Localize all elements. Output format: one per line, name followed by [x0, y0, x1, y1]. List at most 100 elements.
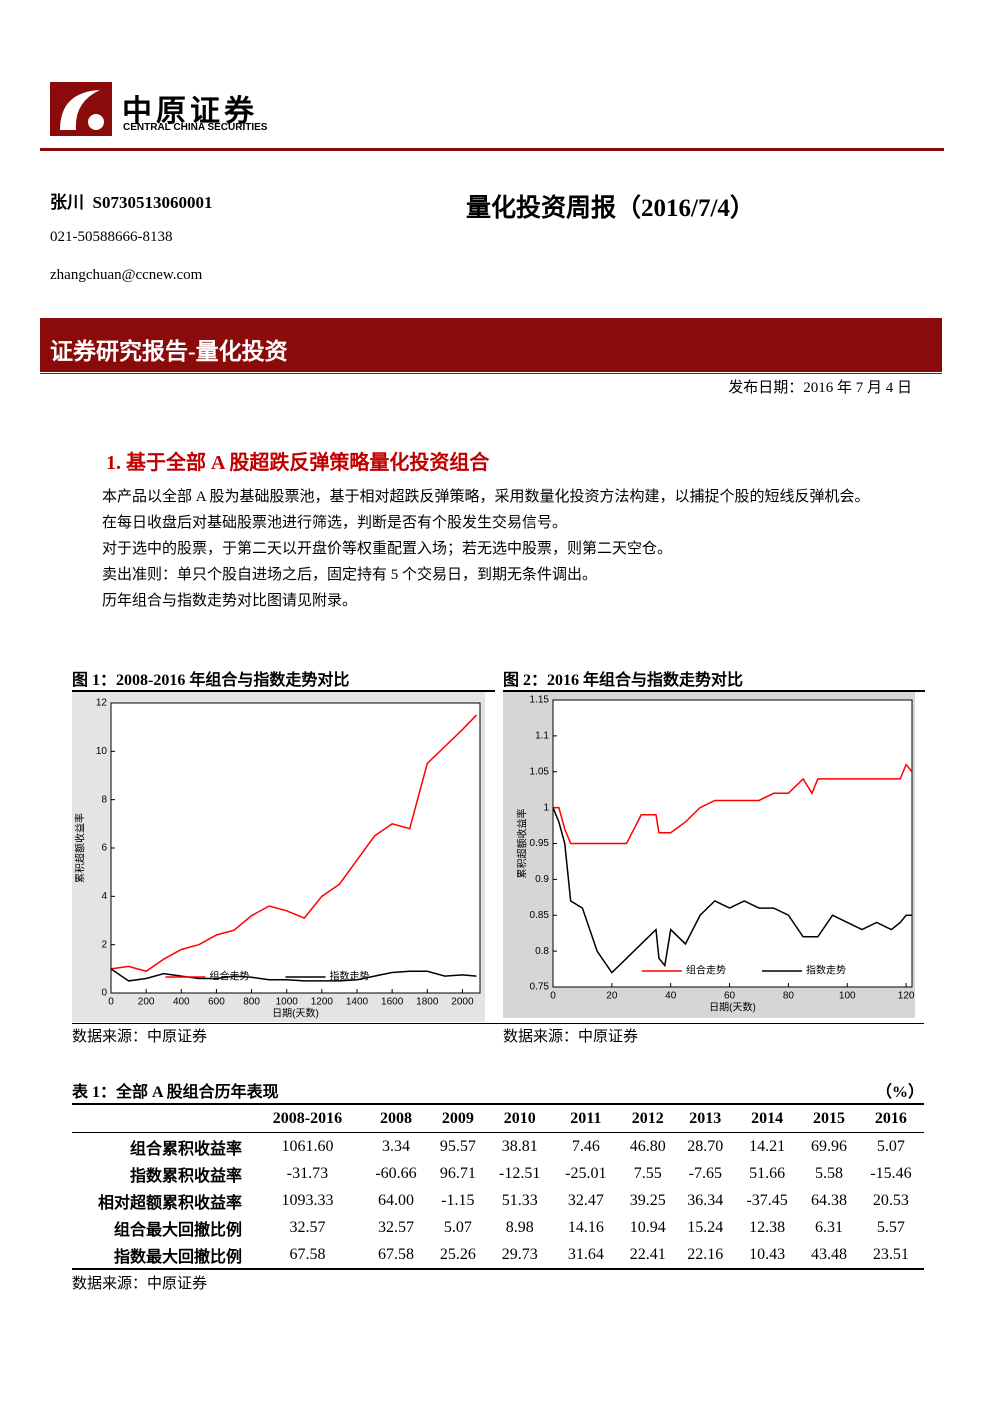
- y-tick-label: 1: [543, 802, 549, 813]
- cell: 7.55: [633, 1164, 662, 1182]
- banner-text: 证券研究报告-量化投资: [50, 339, 288, 364]
- x-axis-label: 日期(天数): [709, 1001, 756, 1014]
- logo-cn: 中原证券: [122, 95, 258, 128]
- series-line: [552, 807, 912, 974]
- cell: 31.64: [567, 1245, 604, 1263]
- table-unit: （%）: [875, 1084, 924, 1101]
- series-line: [553, 763, 913, 845]
- y-axis-label: 累积超额收益率: [516, 809, 529, 879]
- cell: 23.51: [872, 1245, 909, 1263]
- report-title: 量化投资周报（2016/7/4）: [466, 195, 755, 222]
- series-line: [110, 714, 478, 973]
- heading: 1. 基于全部 A 股超跌反弹策略量化投资组合: [106, 452, 490, 474]
- x-tick-label: 40: [665, 991, 677, 1002]
- cell: 29.73: [501, 1245, 538, 1263]
- cell: 1093.33: [281, 1191, 334, 1209]
- y-tick-label: 0.9: [535, 874, 549, 885]
- x-tick-label: 100: [839, 991, 856, 1002]
- figure-source: 数据来源：中原证券: [72, 1029, 208, 1045]
- row-label: 组合累积收益率: [129, 1140, 242, 1158]
- date: 发布日期：2016 年 7 月 4 日: [728, 380, 912, 396]
- cell: 5.07: [876, 1137, 905, 1155]
- cell: 38.81: [501, 1137, 538, 1155]
- y-tick-label: 0: [101, 988, 107, 999]
- y-tick-label: 6: [101, 843, 107, 854]
- table-row: 指数累积收益率 -31.73 -60.66 96.71 -12.51 -25.01 7.55…: [72, 1160, 924, 1187]
- x-tick-label: 1400: [346, 997, 369, 1008]
- x-tick-label: 800: [243, 997, 260, 1008]
- y-tick-label: 2: [101, 939, 107, 950]
- y-tick-label: 0.8: [535, 946, 549, 957]
- cell: 15.24: [687, 1218, 724, 1236]
- cell: 3.34: [381, 1137, 410, 1155]
- cell: 36.34: [687, 1191, 724, 1209]
- paragraph: 本产品以全部 A 股为基础股票池，基于相对超跌反弹策略，采用数量化投资方法构建，…: [102, 489, 870, 505]
- logo-en: CENTRAL CHINA SECURITIES: [123, 122, 268, 133]
- legend-label: 指数走势: [806, 964, 846, 977]
- phone: 021-50588666-8138: [50, 229, 173, 245]
- y-tick-label: 4: [101, 891, 107, 902]
- cell: 69.96: [811, 1137, 847, 1155]
- cell: 67.58: [289, 1245, 326, 1263]
- cell: 46.80: [629, 1137, 666, 1155]
- rule: [40, 373, 942, 374]
- cell: 6.31: [815, 1218, 843, 1236]
- table-caption: 表 1：全部 A 股组合历年表现: [72, 1084, 279, 1101]
- cell: 25.26: [439, 1245, 476, 1263]
- figure-source: 数据来源：中原证券: [503, 1029, 639, 1045]
- header-cell: 2008: [379, 1109, 412, 1127]
- cell: 95.57: [439, 1137, 476, 1155]
- cell: -25.01: [565, 1164, 607, 1182]
- header-cell: 2011: [570, 1109, 602, 1127]
- plot-area: [110, 702, 481, 994]
- cell: 14.21: [749, 1137, 786, 1155]
- banner: [40, 318, 942, 372]
- y-tick-label: 0.75: [530, 982, 550, 993]
- cell: 39.25: [629, 1191, 666, 1209]
- x-tick-label: 200: [138, 997, 155, 1008]
- paragraphs: 本产品以全部 A 股为基础股票池，基于相对超跌反弹策略，采用数量化投资方法构建，…: [72, 485, 924, 615]
- legend-label: 组合走势: [686, 964, 726, 977]
- y-tick-label: 0.95: [530, 838, 550, 849]
- y-tick-label: 1.1: [535, 731, 549, 742]
- cell: 28.70: [687, 1137, 724, 1155]
- x-tick-label: 1000: [276, 997, 299, 1008]
- cell: 64.00: [377, 1191, 414, 1209]
- x-tick-label: 1200: [311, 997, 334, 1008]
- rule: [72, 1023, 924, 1024]
- figure-caption: 图 1：2008-2016 年组合与指数走势对比: [72, 672, 350, 689]
- table-source: 数据来源：中原证券: [72, 1276, 208, 1292]
- rule: [40, 148, 944, 151]
- cell: -7.65: [688, 1164, 722, 1182]
- cell: -37.45: [746, 1191, 788, 1209]
- x-tick-label: 2000: [451, 997, 474, 1008]
- row-label: 指数最大回撤比例: [113, 1248, 242, 1266]
- y-tick-label: 12: [96, 698, 108, 709]
- x-tick-label: 400: [173, 997, 190, 1008]
- paragraph: 卖出准则：单只个股自进场之后，固定持有 5 个交易日，到期无条件调出。: [102, 567, 598, 583]
- legend-label: 指数走势: [330, 970, 370, 983]
- email: zhangchuan@ccnew.com: [50, 267, 203, 283]
- cell: 51.33: [501, 1191, 538, 1209]
- header-cell: 2016: [874, 1109, 907, 1127]
- header-cell: 2009: [441, 1109, 474, 1127]
- cell: 10.94: [629, 1218, 666, 1236]
- header-cell: 2008-2016: [272, 1109, 343, 1127]
- cell: 32.57: [377, 1218, 414, 1236]
- table-row: 组合最大回撤比例 32.57 32.57 5.07 8.98 14.16 10.94 15.2…: [72, 1214, 924, 1241]
- cell: 5.57: [876, 1218, 905, 1236]
- cell: 43.48: [811, 1245, 847, 1263]
- cell: 96.71: [439, 1164, 476, 1182]
- header-cell: 2014: [751, 1109, 784, 1127]
- x-tick-label: 80: [783, 991, 795, 1002]
- table-header-row: 2008-2016 2008 2009 2010 2011 2012 2013 2014 201…: [72, 1104, 924, 1133]
- cell: 67.58: [377, 1245, 414, 1263]
- x-tick-label: 120: [898, 991, 915, 1002]
- x-tick-label: 60: [724, 991, 736, 1002]
- cell: 5.58: [815, 1164, 843, 1182]
- chart: 0 20 40 60 80 100 120 0.75 0.8 0.85 0.9 0.95 1 1.05 1.…: [503, 692, 915, 1018]
- y-tick-label: 8: [101, 794, 107, 805]
- cell: -15.46: [870, 1164, 912, 1182]
- cell: -12.51: [499, 1164, 541, 1182]
